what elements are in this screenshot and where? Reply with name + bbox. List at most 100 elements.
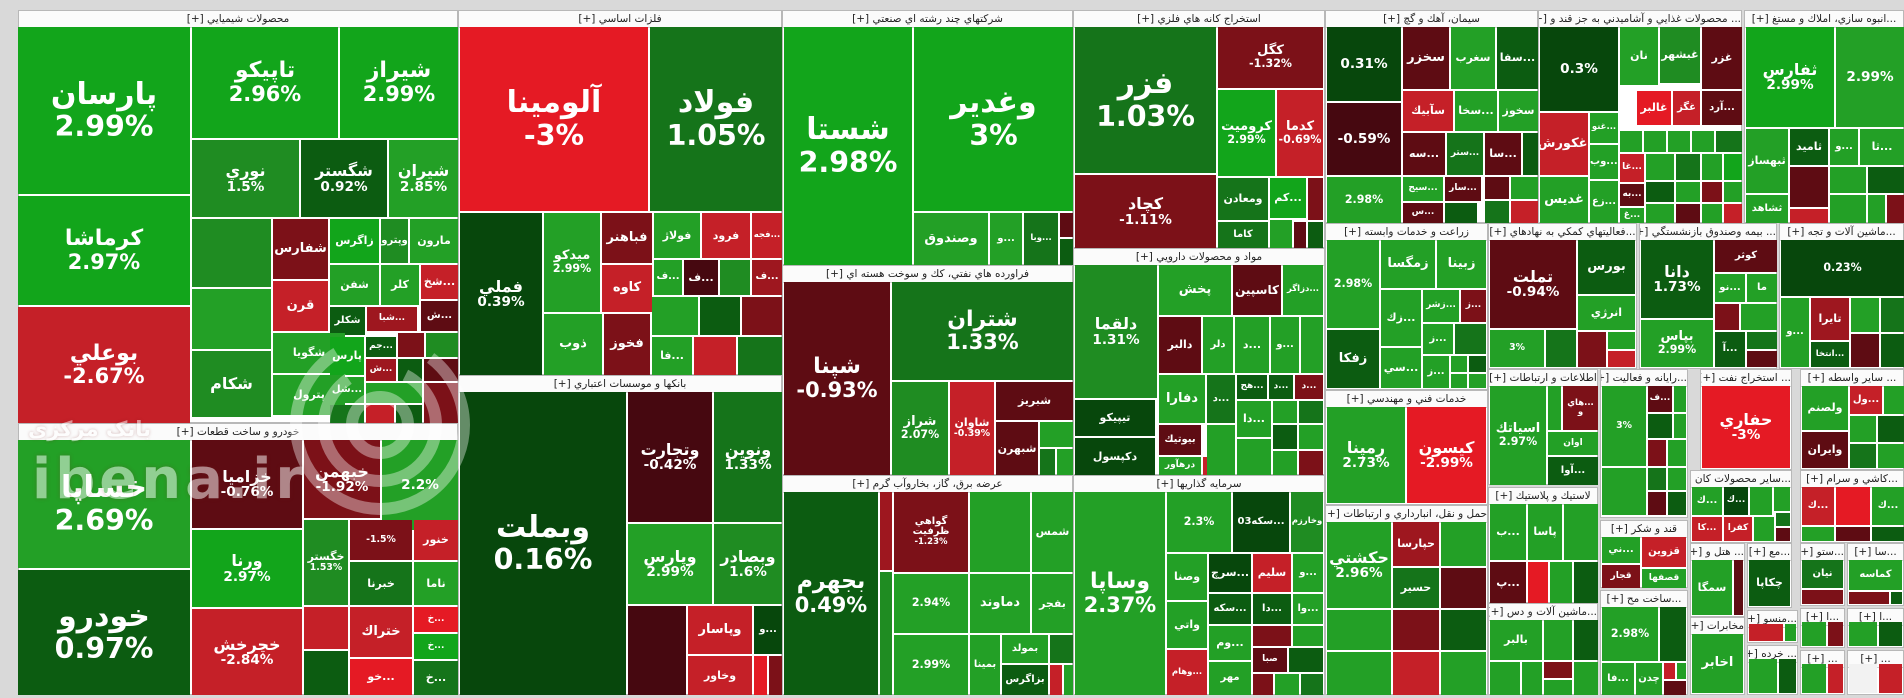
stock-tile-unlabeled[interactable]: [398, 359, 422, 381]
stock-tile[interactable]: سغرب: [1451, 27, 1495, 89]
stock-tile[interactable]: كاما: [1218, 222, 1268, 248]
stock-tile[interactable]: ما: [1747, 274, 1777, 302]
stock-tile[interactable]: [1644, 131, 1666, 152]
stock-tile-unlabeled[interactable]: [1445, 203, 1477, 223]
stock-tile-unlabeled[interactable]: [1574, 662, 1598, 695]
stock-tile[interactable]: ...فا: [1602, 663, 1634, 695]
stock-tile[interactable]: ...پ: [1490, 562, 1526, 603]
stock-tile-unlabeled[interactable]: [1270, 220, 1292, 248]
stock-tile-unlabeled[interactable]: [1646, 204, 1674, 223]
stock-tile[interactable]: حپارسا: [1393, 522, 1439, 566]
stock-tile-unlabeled[interactable]: [769, 656, 782, 695]
stock-tile[interactable]: كلر: [381, 265, 419, 305]
stock-tile-unlabeled[interactable]: [1485, 177, 1509, 199]
stock-tile-unlabeled[interactable]: [1327, 652, 1391, 695]
stock-tile[interactable]: سآبيك: [1403, 91, 1453, 131]
stock-tile[interactable]: فخوز: [604, 314, 650, 375]
stock-tile-unlabeled[interactable]: [1724, 154, 1742, 180]
stock-tile-unlabeled[interactable]: [1237, 439, 1271, 475]
stock-tile[interactable]: سمگا: [1692, 560, 1732, 615]
sector-header[interactable]: ... [+]: [1801, 651, 1844, 668]
stock-tile-unlabeled[interactable]: [1441, 568, 1486, 608]
stock-tile[interactable]: ...زشر: [1423, 290, 1459, 322]
sector-header[interactable]: مخابرات [+]: [1691, 618, 1744, 635]
stock-tile-unlabeled[interactable]: [1879, 664, 1902, 693]
stock-tile[interactable]: بپاس 2.99%: [1641, 320, 1713, 367]
stock-tile-unlabeled[interactable]: [1802, 622, 1826, 646]
stock-tile[interactable]: بمينا: [970, 635, 1000, 695]
stock-tile-unlabeled[interactable]: [1393, 610, 1439, 650]
stock-tile[interactable]: ...خ: [414, 661, 458, 695]
stock-tile-unlabeled[interactable]: [880, 492, 892, 570]
stock-tile-unlabeled[interactable]: [1293, 626, 1323, 646]
stock-tile-unlabeled[interactable]: [1749, 659, 1777, 693]
stock-tile-unlabeled[interactable]: [1548, 386, 1561, 430]
stock-tile[interactable]: ...دزاگر: [1283, 265, 1323, 315]
stock-tile[interactable]: ...ثا: [1860, 129, 1904, 165]
stock-tile-unlabeled[interactable]: [1676, 204, 1700, 223]
stock-tile-unlabeled[interactable]: [1702, 154, 1722, 180]
stock-tile[interactable]: ...وب: [1590, 145, 1618, 179]
stock-tile[interactable]: دانا 1.73%: [1641, 240, 1713, 318]
stock-tile[interactable]: وخاور: [688, 656, 752, 695]
stock-tile-unlabeled[interactable]: [1648, 414, 1672, 438]
stock-tile-unlabeled[interactable]: [1790, 209, 1828, 223]
stock-tile-unlabeled[interactable]: [396, 405, 422, 423]
stock-tile[interactable]: بجهرم 0.49%: [784, 492, 878, 695]
stock-tile[interactable]: غبشهر: [1660, 27, 1700, 83]
stock-tile-unlabeled[interactable]: 0.23%: [1781, 240, 1904, 296]
stock-tile-unlabeled[interactable]: -1.5%: [350, 520, 412, 560]
stock-tile[interactable]: درهآور: [1159, 457, 1201, 475]
stock-tile[interactable]: سخزر: [1403, 27, 1449, 89]
stock-tile-unlabeled[interactable]: [1677, 663, 1686, 679]
stock-tile-unlabeled[interactable]: [1308, 222, 1323, 248]
stock-tile[interactable]: ...دا: [1253, 594, 1291, 624]
stock-tile[interactable]: ...زع: [1590, 181, 1618, 223]
stock-tile[interactable]: خودرو 0.97%: [18, 570, 190, 695]
sector-header[interactable]: ...كاشي و سرام [+]: [1801, 471, 1903, 488]
sector-header[interactable]: سرمايه گذاريها [+]: [1074, 476, 1324, 493]
stock-tile-unlabeled[interactable]: [1578, 332, 1606, 367]
stock-tile-unlabeled[interactable]: [1747, 332, 1777, 349]
stock-tile[interactable]: كدما -0.69%: [1277, 90, 1323, 176]
stock-tile[interactable]: غگز: [1673, 91, 1700, 125]
sector-header[interactable]: زراعت و خدمات وابسته [+]: [1326, 224, 1487, 241]
stock-tile[interactable]: نوري 1.5%: [192, 140, 299, 217]
stock-tile-unlabeled[interactable]: [426, 333, 458, 357]
stock-tile[interactable]: ...و: [1781, 298, 1809, 367]
stock-tile-unlabeled[interactable]: [1828, 664, 1843, 693]
stock-tile-unlabeled[interactable]: [1050, 635, 1073, 663]
stock-tile[interactable]: شبهرن: [996, 422, 1038, 475]
sector-header[interactable]: ...ماشين آلات و تجه [+]: [1780, 224, 1903, 241]
stock-tile[interactable]: كروميت 2.99%: [1218, 90, 1275, 176]
stock-tile[interactable]: خبهمن -1.92%: [304, 440, 380, 518]
stock-tile-unlabeled[interactable]: [1802, 664, 1826, 693]
stock-tile[interactable]: ...ش: [366, 359, 396, 381]
stock-tile[interactable]: ثشاهد: [1746, 195, 1788, 223]
stock-tile[interactable]: ...ف: [752, 260, 782, 295]
sector-header[interactable]: ...مع [+]: [1748, 544, 1791, 561]
stock-tile-unlabeled[interactable]: [1253, 626, 1291, 646]
sector-header[interactable]: لاستيك و پلاستيك [+]: [1489, 488, 1597, 505]
stock-tile-unlabeled[interactable]: [1441, 652, 1486, 695]
stock-tile-unlabeled[interactable]: [1451, 374, 1467, 388]
stock-tile-unlabeled[interactable]: [1776, 513, 1790, 526]
stock-tile-unlabeled[interactable]: [1544, 662, 1572, 678]
stock-tile[interactable]: ...و: [990, 213, 1022, 265]
stock-tile[interactable]: حسير: [1393, 568, 1439, 608]
stock-tile[interactable]: كوثر: [1715, 240, 1777, 272]
stock-tile[interactable]: ...شبا: [367, 307, 417, 331]
stock-tile-unlabeled[interactable]: [1040, 422, 1073, 447]
stock-tile[interactable]: فزر 1.03%: [1075, 27, 1216, 173]
stock-tile[interactable]: چدن: [1636, 663, 1662, 695]
stock-tile[interactable]: ...غ: [1620, 208, 1644, 223]
stock-tile-unlabeled[interactable]: 2.99%: [1836, 27, 1904, 127]
sector-header[interactable]: ... محصولات غذايي و آشاميدني به جز قند و…: [1539, 11, 1741, 28]
stock-tile[interactable]: بورس: [1578, 240, 1635, 294]
stock-tile[interactable]: فملي 0.39%: [460, 213, 542, 375]
stock-tile-unlabeled[interactable]: 2.98%: [1327, 177, 1401, 223]
stock-tile[interactable]: زمگسا: [1381, 240, 1435, 288]
stock-tile[interactable]: بزاگرس: [1002, 665, 1048, 695]
stock-tile[interactable]: ...ك: [1802, 487, 1834, 525]
stock-tile[interactable]: وتجارت -0.42%: [628, 392, 712, 522]
